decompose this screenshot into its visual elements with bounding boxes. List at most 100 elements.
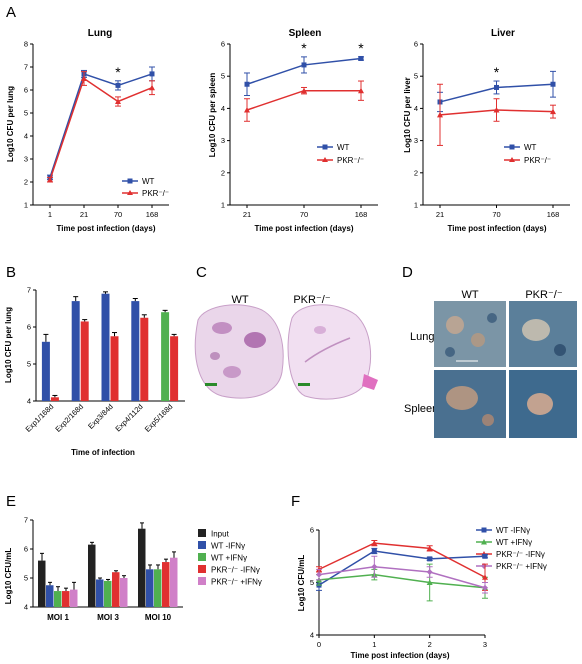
data-point <box>482 584 488 591</box>
liver-y-axis-label: Log10 CFU per liver <box>403 77 412 153</box>
nucleus-blob <box>487 313 497 323</box>
legend-label-wt: WT <box>337 143 350 152</box>
bar <box>101 293 110 401</box>
panel-label-b: B <box>6 264 16 281</box>
x-tick-label: Exp2/168d <box>53 402 85 434</box>
y-tick-label: 6 <box>414 40 418 49</box>
legend-marker-wt <box>322 144 328 150</box>
bar <box>140 317 149 401</box>
significance-asterisk: * <box>301 40 307 56</box>
nucleus-blob <box>554 344 566 356</box>
panel-label-e: E <box>6 493 16 510</box>
data-point <box>301 62 307 68</box>
y-tick-label: 7 <box>24 63 28 72</box>
bar <box>70 589 78 607</box>
y-tick-label: 6 <box>221 40 225 49</box>
y-tick-label: 4 <box>221 104 225 113</box>
y-tick-label: 6 <box>310 526 314 535</box>
bar <box>154 569 162 607</box>
legend-swatch <box>198 565 206 573</box>
y-tick-label: 1 <box>24 201 28 210</box>
bar <box>62 591 70 607</box>
y-tick-label: 7 <box>27 286 31 295</box>
x-tick-label: 21 <box>80 210 88 219</box>
y-tick-label: 5 <box>414 72 418 81</box>
series-line <box>318 550 486 586</box>
bar <box>146 569 154 607</box>
lung-legend: WT PKR⁻/⁻ <box>122 177 169 198</box>
lesion-shape <box>223 366 241 378</box>
airway-shape <box>304 337 351 363</box>
data-point <box>494 84 499 90</box>
series-line <box>318 565 486 589</box>
data-point <box>115 98 121 104</box>
data-point <box>371 563 378 570</box>
panel-label-d: D <box>402 264 413 281</box>
legend-swatch <box>198 577 206 585</box>
x-tick-label: 70 <box>114 210 122 219</box>
bar <box>80 321 89 401</box>
scale-bar <box>298 383 310 386</box>
y-tick-label: 2 <box>414 168 418 177</box>
lung-x-axis-label: Time post infection (days) <box>57 224 156 233</box>
legend-marker-pkr <box>322 157 328 162</box>
panel-c-histology: WT PKR⁻/⁻ <box>194 294 378 400</box>
bar <box>161 312 170 401</box>
panel-f-x-axis-label: Time post infection (days) <box>351 651 450 660</box>
series-line <box>318 573 486 589</box>
legend-label: Input <box>211 530 230 539</box>
x-tick-label: 70 <box>300 210 308 219</box>
bar <box>38 560 46 607</box>
legend-label-wt: WT <box>524 143 537 152</box>
staining-row-label-spleen: Spleen <box>404 403 438 415</box>
data-point <box>371 548 377 554</box>
lesion-shape <box>212 322 232 334</box>
bar <box>96 579 104 607</box>
data-point <box>316 571 322 578</box>
y-tick-label: 8 <box>24 40 28 49</box>
y-tick-label: 3 <box>221 136 225 145</box>
bar <box>162 562 170 607</box>
legend-label: PKR⁻/⁻ -IFNγ <box>496 550 545 559</box>
nucleus-blob <box>445 347 455 357</box>
legend-marker-pkr <box>509 157 515 162</box>
bar <box>41 341 50 401</box>
x-tick-label: 3 <box>483 640 487 649</box>
liver-legend: WT PKR⁻/⁻ <box>504 143 551 165</box>
bar <box>46 585 54 607</box>
series-line <box>49 77 153 180</box>
panel-e-bar-chart: 4 5 6 7 MOI 1 MOI 3 MOI 10 <box>24 516 183 622</box>
stain-blob <box>446 316 464 334</box>
y-tick-label: 4 <box>27 397 31 406</box>
y-tick-label: 4 <box>24 603 28 612</box>
data-point <box>115 82 121 88</box>
y-tick-label: 6 <box>24 545 28 554</box>
legend-swatch <box>198 529 206 537</box>
y-tick-label: 5 <box>24 109 28 118</box>
x-tick-label: MOI 10 <box>145 613 172 622</box>
tissue-fragment-shape <box>362 374 378 390</box>
data-point <box>244 81 250 87</box>
data-point <box>149 84 155 91</box>
panel-label-c: C <box>196 264 207 281</box>
y-tick-label: 4 <box>414 104 418 113</box>
x-tick-label: 2 <box>428 640 432 649</box>
liver-x-axis-label: Time post infection (days) <box>448 224 547 233</box>
panel-b-x-axis-label: Time of infection <box>71 448 135 457</box>
x-tick-label: Exp4/112d <box>113 402 144 433</box>
data-point <box>371 540 378 546</box>
panel-f-y-axis-label: Log10 CFU/mL <box>297 555 306 612</box>
legend-label: WT -IFNγ <box>496 526 530 535</box>
staining-row-label-lung: Lung <box>410 331 434 343</box>
series-line <box>49 72 153 178</box>
legend-label-pkr: PKR⁻/⁻ <box>524 156 551 165</box>
spleen-chart: 1 2 3 4 5 6 21 70 168 * * <box>221 40 378 219</box>
y-tick-label: 2 <box>221 168 225 177</box>
panel-e-legend: Input WT -IFNγ WT +IFNγ PKR⁻/⁻ -IFNγ PKR⁻/⁻ … <box>198 529 262 587</box>
legend-label-wt: WT <box>142 177 155 186</box>
data-point <box>437 111 443 118</box>
stain-blob <box>446 386 478 410</box>
legend-label-pkr: PKR⁻/⁻ <box>142 189 169 198</box>
panel-label-a: A <box>6 4 16 21</box>
